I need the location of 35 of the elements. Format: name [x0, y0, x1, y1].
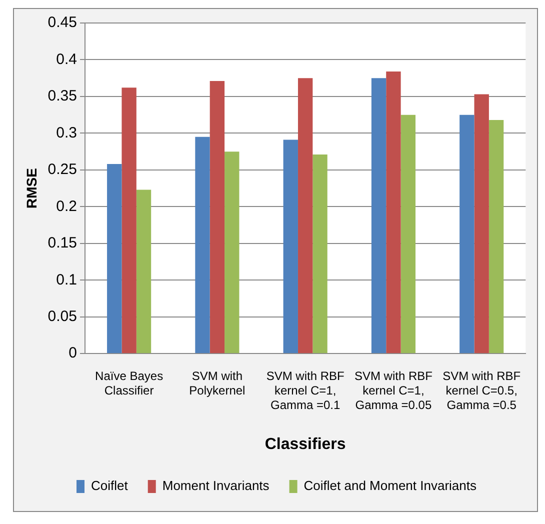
y-tick-label: 0.25 [48, 161, 77, 178]
x-tick-label: SVM with RBF kernel C=1, Gamma =0.05 [354, 369, 432, 412]
bar [474, 94, 489, 354]
x-axis-title: Classifiers [264, 436, 346, 453]
y-tick-label: 0.35 [48, 88, 77, 105]
y-tick-label: 0.15 [48, 234, 77, 252]
bar [488, 120, 504, 354]
bar [371, 78, 386, 354]
y-axis-title: RMSE [23, 168, 40, 209]
legend-label: Coiflet and Moment Invariants [304, 478, 477, 494]
bar [122, 88, 136, 354]
y-tick-label: 0.1 [56, 271, 77, 288]
y-tick-label: 0.45 [48, 14, 77, 32]
legend-label: Moment Invariants [162, 478, 270, 494]
bar [224, 152, 240, 354]
y-tick-label: 0.2 [56, 198, 77, 215]
y-tick-label: 0.3 [56, 124, 77, 142]
y-tick-label: 0.4 [56, 50, 77, 68]
x-tick-label: SVM with RBF kernel C=1, Gamma =0.1 [266, 369, 344, 412]
legend-label: Coiflet [91, 478, 128, 494]
bar [386, 71, 401, 354]
bar [400, 114, 416, 354]
x-tick-label: Naïve Bayes Classifier [95, 369, 164, 398]
bar [210, 81, 225, 354]
bar [107, 164, 122, 354]
bar [195, 136, 210, 354]
x-tick-label: SVM with RBF kernel C=0.5, Gamma =0.5 [442, 369, 521, 412]
bar [298, 78, 313, 354]
x-tick-label: SVM with Polykernel [189, 369, 246, 398]
bar [283, 140, 298, 354]
bar [136, 190, 152, 354]
bar [312, 154, 328, 354]
y-tick-label: 0.05 [48, 308, 77, 326]
y-tick-label: 0 [68, 344, 77, 362]
bar [460, 114, 474, 354]
